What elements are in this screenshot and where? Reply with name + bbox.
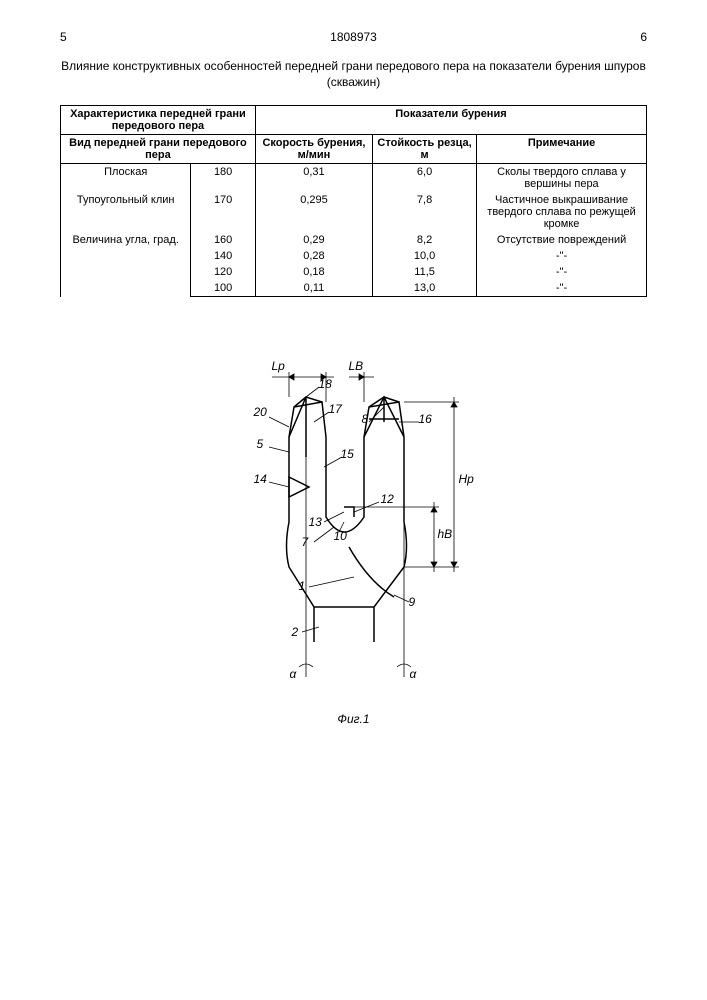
cell: 7,8: [373, 192, 477, 232]
ref-10: 10: [334, 529, 347, 543]
cell: Величина угла, град.: [61, 232, 191, 297]
cell: 0,18: [255, 264, 372, 280]
ref-18: 18: [319, 377, 332, 391]
ref-5: 5: [257, 437, 264, 451]
ref-9: 9: [409, 595, 416, 609]
dim-alpha-2: α: [410, 667, 417, 681]
table-header-row: Характеристика передней грани передового…: [61, 106, 647, 135]
cell: 0,11: [255, 280, 372, 297]
dim-hb: hВ: [438, 527, 453, 541]
ref-1: 1: [299, 579, 306, 593]
ref-8: 8: [362, 412, 369, 426]
cell: 11,5: [373, 264, 477, 280]
th-characteristic: Характеристика передней грани передового…: [61, 106, 256, 135]
cell: -"-: [477, 248, 647, 264]
th-indicators: Показатели бурения: [255, 106, 646, 135]
cell: -"-: [477, 264, 647, 280]
figure-1: Lp LВ 18 20 5 14 17 15 8 16 13 7 10 12 1…: [194, 347, 514, 707]
ref-2: 2: [292, 625, 299, 639]
th-durability: Стойкость резца, м: [373, 135, 477, 164]
cell: 100: [191, 280, 256, 297]
cell: 180: [191, 164, 256, 193]
cell: 8,2: [373, 232, 477, 248]
page-header: 5 1808973 6: [60, 30, 647, 44]
figure-svg: [194, 347, 514, 707]
ref-14: 14: [254, 472, 267, 486]
dim-lp: Lp: [272, 359, 285, 373]
cell: 6,0: [373, 164, 477, 193]
ref-12: 12: [381, 492, 394, 506]
cell: 0,28: [255, 248, 372, 264]
cell: 140: [191, 248, 256, 264]
cell: Плоская: [61, 164, 191, 193]
cell: 10,0: [373, 248, 477, 264]
page: 5 1808973 6 Влияние конструктивных особе…: [0, 0, 707, 756]
cell: -"-: [477, 280, 647, 297]
ref-13: 13: [309, 515, 322, 529]
data-table: Характеристика передней грани передового…: [60, 105, 647, 297]
figure-caption: Фиг.1: [60, 712, 647, 726]
table-row: Тупоугольный клин 170 0,295 7,8 Частично…: [61, 192, 647, 232]
cell: Частичное выкрашивание твердого сплава п…: [477, 192, 647, 232]
th-type: Вид передней грани передового пера: [61, 135, 256, 164]
ref-7: 7: [302, 535, 309, 549]
ref-17: 17: [329, 402, 342, 416]
cell: Отсутствие повреждений: [477, 232, 647, 248]
ref-15: 15: [341, 447, 354, 461]
table-caption: Влияние конструктивных особенностей пере…: [60, 59, 647, 90]
table-row: Величина угла, град. 160 0,29 8,2 Отсутс…: [61, 232, 647, 248]
document-number: 1808973: [67, 30, 641, 44]
page-num-right: 6: [640, 30, 647, 44]
th-speed: Скорость бурения, м/мин: [255, 135, 372, 164]
cell: 13,0: [373, 280, 477, 297]
cell: 170: [191, 192, 256, 232]
cell: 120: [191, 264, 256, 280]
dim-hp: Hp: [459, 472, 474, 486]
cell: 0,295: [255, 192, 372, 232]
page-num-left: 5: [60, 30, 67, 44]
cell: Сколы твердого сплава у вершины пера: [477, 164, 647, 193]
cell: 0,29: [255, 232, 372, 248]
cell: 0,31: [255, 164, 372, 193]
table-subheader-row: Вид передней грани передового пера Скоро…: [61, 135, 647, 164]
dim-alpha-1: α: [290, 667, 297, 681]
ref-20: 20: [254, 405, 267, 419]
dim-lb: LВ: [349, 359, 364, 373]
ref-16: 16: [419, 412, 432, 426]
th-note: Примечание: [477, 135, 647, 164]
table-row: Плоская 180 0,31 6,0 Сколы твердого спла…: [61, 164, 647, 193]
cell: Тупоугольный клин: [61, 192, 191, 232]
cell: 160: [191, 232, 256, 248]
